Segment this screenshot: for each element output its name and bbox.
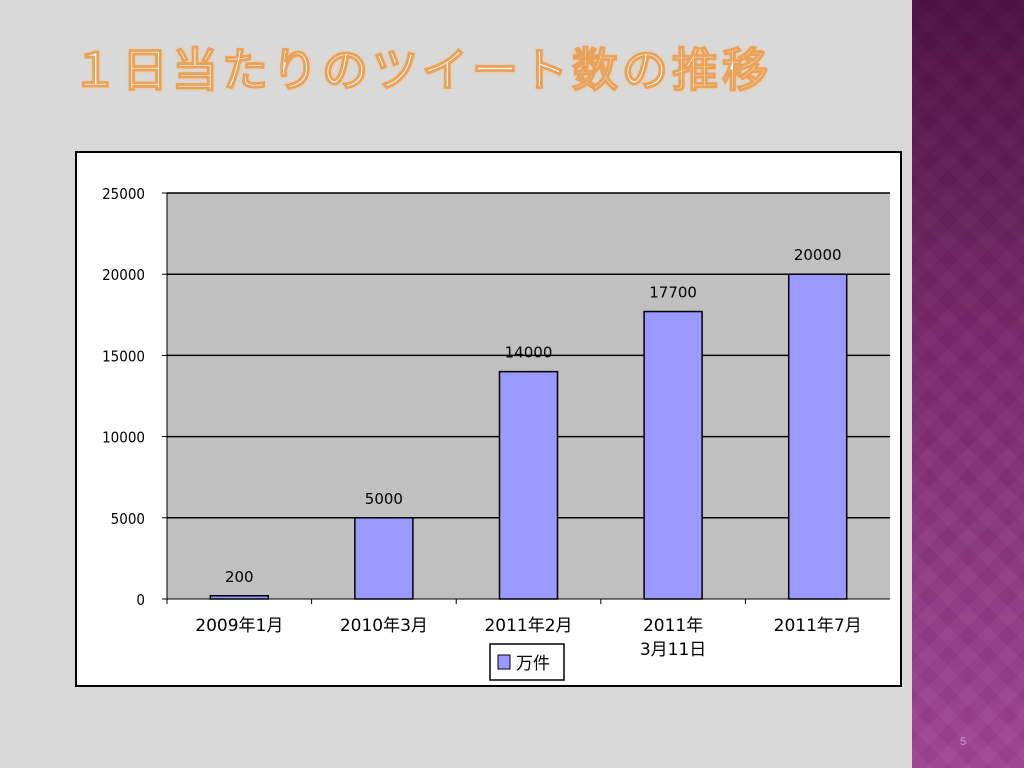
x-category-label: 2011年 3月11日 — [640, 616, 706, 660]
x-category-label: 2011年2月 — [484, 616, 572, 636]
y-tick-label: 25000 — [102, 185, 145, 203]
bar — [498, 370, 559, 600]
y-tick-label: 15000 — [102, 347, 145, 365]
data-label: 17700 — [649, 284, 697, 302]
legend-swatch — [497, 654, 511, 670]
y-tick-label: 5000 — [111, 510, 145, 528]
decorative-side-strip — [912, 0, 1024, 768]
y-tick-label: 20000 — [102, 266, 145, 284]
x-category-label: 2010年3月 — [340, 616, 428, 636]
bar — [643, 310, 703, 600]
bar — [787, 273, 848, 600]
slide-title: １日当たりのツイート数の推移 — [71, 42, 772, 97]
x-category-label: 2009年1月 — [195, 616, 283, 636]
x-category-label: 2011年7月 — [774, 616, 862, 636]
chart-frame: 0 5000 10000 15000 20000 25000 200 2009年1月 5000 2… — [75, 151, 902, 687]
y-tick-label: 10000 — [102, 429, 145, 447]
bar — [209, 595, 270, 600]
data-label: 14000 — [505, 344, 553, 362]
data-label: 200 — [225, 568, 254, 586]
data-label: 20000 — [794, 246, 842, 264]
bar — [354, 517, 414, 600]
page-number: 5 — [960, 736, 967, 748]
bar-chart: 0 5000 10000 15000 20000 25000 200 2009年1月 5000 2… — [102, 185, 890, 681]
legend-label: 万件 — [516, 654, 550, 674]
y-tick-label: 0 — [136, 591, 145, 609]
data-label: 5000 — [365, 490, 403, 508]
